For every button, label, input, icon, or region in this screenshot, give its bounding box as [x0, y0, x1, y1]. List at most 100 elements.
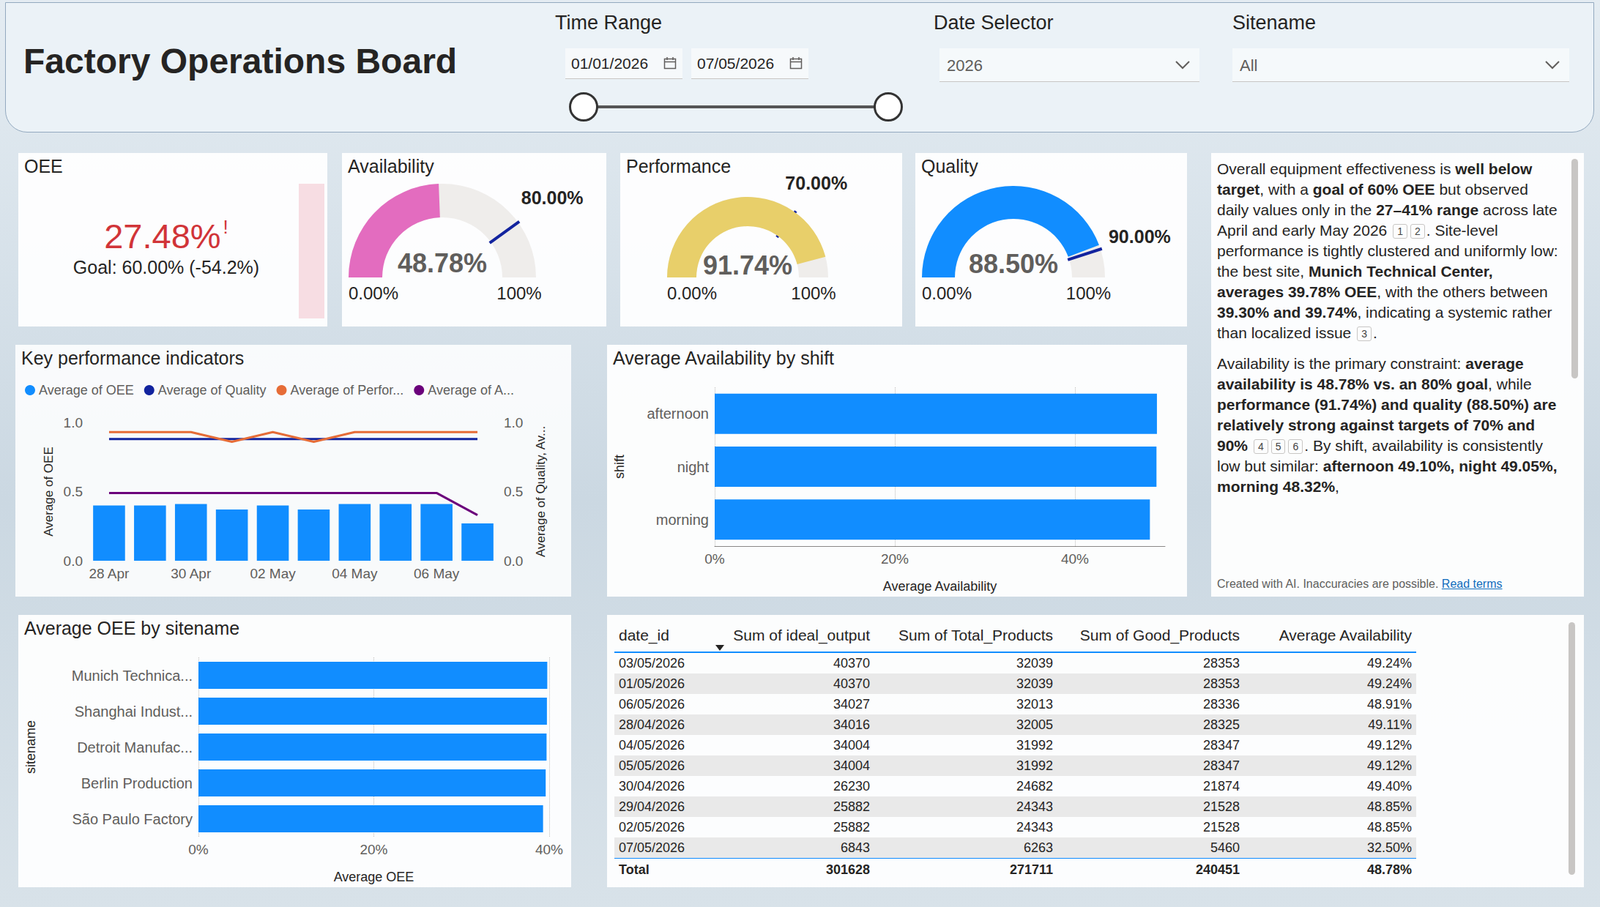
svg-text:Detroit Manufac...: Detroit Manufac... [76, 739, 193, 756]
html-text:Quality: Quality [921, 155, 979, 177]
html-text:0.00%: 0.00% [348, 283, 399, 304]
html-text:06/05/2026: 06/05/2026 [618, 696, 685, 712]
html-text:28336: 28336 [1203, 696, 1240, 712]
svg-text:Average of Perfor...: Average of Perfor... [289, 382, 404, 398]
svg-text:0%: 0% [188, 842, 209, 858]
svg-text:70.00%: 70.00% [784, 172, 848, 194]
svg-text:0.5: 0.5 [63, 484, 83, 500]
html-text:Performance: Performance [626, 155, 731, 177]
html-text:Factory Operations Board: Factory Operations Board [23, 41, 458, 81]
html-text:Average Availability by shift: Average Availability by shift [612, 347, 835, 369]
html-text:49.24%: 49.24% [1367, 655, 1412, 671]
html-text:0.00%: 0.00% [921, 283, 972, 304]
svg-text:04 May: 04 May [331, 566, 378, 582]
html-text:Sum of ideal_output: Sum of ideal_output [733, 626, 870, 644]
svg-text:Berlin Production: Berlin Production [81, 775, 193, 792]
html-text:Date Selector: Date Selector [933, 11, 1054, 34]
html-text:2 . Site-level performance is: 2 . Site-level performance is tightly cl… [1217, 221, 1559, 301]
html-text:100%: 100% [791, 283, 837, 304]
svg-text:Munich Technica...: Munich Technica... [71, 667, 193, 684]
html-text:0.00%: 0.00% [667, 283, 717, 304]
html-text:48.85%: 48.85% [1367, 819, 1412, 835]
svg-text:sitename: sitename [23, 720, 39, 775]
html-text:32013: 32013 [1016, 696, 1053, 712]
svg-text:06 May: 06 May [413, 566, 460, 582]
html-text:100%: 100% [1066, 283, 1111, 304]
html-text:Sitename: Sitename [1232, 11, 1316, 34]
html-text:07/05/2026: 07/05/2026 [697, 54, 775, 72]
html-text:34027: 34027 [833, 696, 870, 712]
svg-text:1.0: 1.0 [63, 415, 83, 431]
svg-text:91.74%: 91.74% [702, 250, 793, 281]
svg-text:48.78%: 48.78% [397, 248, 487, 279]
html-text:03/05/2026: 03/05/2026 [618, 655, 685, 671]
svg-text:Average of A...: Average of A... [427, 382, 515, 398]
html-text:Key performance indicators: Key performance indicators [21, 347, 245, 369]
svg-text:Average of OEE: Average of OEE [41, 446, 56, 537]
html-text:Goal: 60.00% (-54.2%): Goal: 60.00% (-54.2%) [73, 257, 260, 278]
html-text:Overall equipment effectivenes: Overall equipment effectiveness is well … [1217, 160, 1558, 239]
svg-text:0.0: 0.0 [503, 553, 523, 569]
svg-text:São Paulo Factory: São Paulo Factory [71, 811, 193, 828]
svg-text:0%: 0% [704, 551, 725, 567]
html-text:28347: 28347 [1203, 737, 1240, 753]
svg-text:shift: shift [612, 454, 627, 479]
svg-text:1.0: 1.0 [503, 415, 523, 431]
svg-text:88.50%: 88.50% [968, 248, 1059, 279]
html-text:Sum of Good_Products: Sum of Good_Products [1079, 626, 1240, 644]
svg-text:Average of Quality, Av...: Average of Quality, Av... [533, 426, 548, 558]
svg-text:90.00%: 90.00% [1108, 226, 1171, 247]
svg-text:Average of Quality: Average of Quality [158, 382, 267, 398]
html-text:49.12%: 49.12% [1367, 737, 1412, 753]
html-text:34004: 34004 [833, 737, 870, 753]
svg-text:80.00%: 80.00% [521, 187, 584, 208]
html-text:30/04/2026: 30/04/2026 [618, 778, 685, 794]
html-text:24343: 24343 [1016, 819, 1053, 835]
html-text:27.48%!: 27.48%! [104, 216, 229, 256]
html-text:Average OEE by sitename: Average OEE by sitename [24, 618, 240, 639]
html-text:All: All [1239, 56, 1258, 75]
html-text:performance (91.74%) and quali: performance (91.74%) and quality (88.50%… [1217, 396, 1557, 455]
svg-text:night: night [677, 459, 710, 476]
html-text:24682: 24682 [1016, 778, 1053, 794]
html-text:01/01/2026: 01/01/2026 [571, 54, 649, 72]
html-text:6 . By shift, availability is: 6 . By shift, availability is consistent… [1217, 437, 1558, 496]
html-text:25882: 25882 [833, 819, 870, 835]
svg-text:20%: 20% [359, 842, 388, 858]
svg-text:0.0: 0.0 [63, 553, 83, 569]
html-text:100%: 100% [496, 283, 542, 304]
html-text:39.30% and 39.74%, indicating: 39.30% and 39.74%, indicating a systemic… [1217, 303, 1553, 342]
html-text:Availability is the primary co: Availability is the primary constraint: … [1217, 355, 1532, 393]
html-text:48.91%: 48.91% [1367, 696, 1412, 712]
html-text:Time Range: Time Range [555, 11, 663, 34]
svg-text:afternoon: afternoon [646, 405, 709, 422]
html-text:Availability: Availability [347, 155, 435, 177]
html-text:32039: 32039 [1016, 655, 1053, 671]
html-text:49.40%: 49.40% [1367, 778, 1412, 794]
html-text:Average Availability: Average Availability [1279, 626, 1412, 644]
html-text:40370: 40370 [833, 655, 870, 671]
html-text:2026: 2026 [946, 56, 983, 75]
svg-text:30 Apr: 30 Apr [170, 566, 212, 582]
svg-text:Average Availability: Average Availability [883, 579, 997, 594]
svg-text:Average of OEE: Average of OEE [38, 382, 135, 398]
html-text:21528: 21528 [1203, 819, 1240, 835]
html-text:date_id: date_id [618, 626, 670, 644]
svg-text:Average OEE: Average OEE [333, 869, 415, 885]
svg-text:40%: 40% [1061, 551, 1089, 567]
html-text:04/05/2026: 04/05/2026 [618, 737, 685, 753]
svg-text:28 Apr: 28 Apr [88, 566, 130, 582]
html-text:OEE: OEE [24, 155, 63, 177]
html-text:31992: 31992 [1016, 737, 1053, 753]
svg-text:morning: morning [656, 511, 709, 528]
html-text:02/05/2026: 02/05/2026 [618, 819, 685, 835]
html-text:26230: 26230 [833, 778, 870, 794]
html-text:28353: 28353 [1203, 655, 1240, 671]
svg-text:Shanghai Indust...: Shanghai Indust... [74, 703, 193, 720]
html-text:21874: 21874 [1203, 778, 1240, 794]
svg-text:40%: 40% [535, 842, 564, 858]
svg-text:20%: 20% [880, 551, 909, 567]
svg-text:02 May: 02 May [249, 566, 296, 582]
html-text:Sum of Total_Products: Sum of Total_Products [898, 626, 1053, 644]
svg-text:0.5: 0.5 [503, 484, 523, 500]
